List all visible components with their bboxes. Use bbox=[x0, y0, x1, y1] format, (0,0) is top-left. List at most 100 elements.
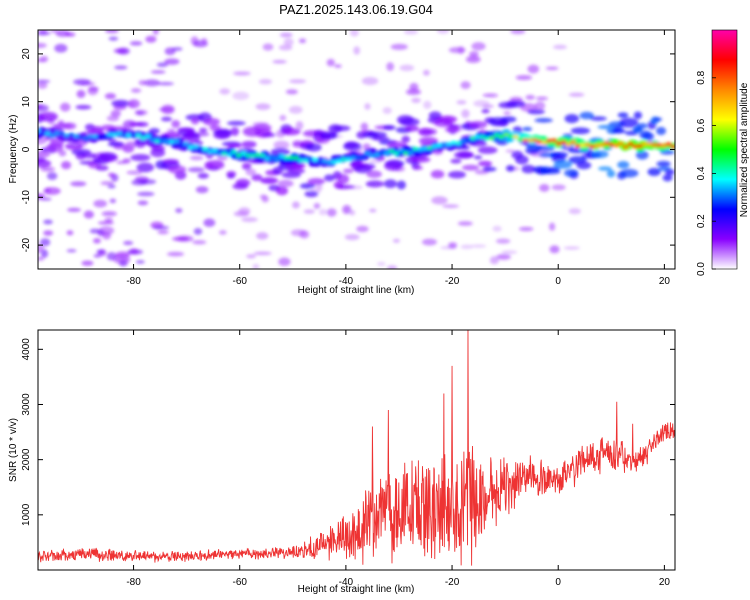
ridge-core bbox=[312, 157, 319, 162]
ridge-core bbox=[531, 138, 538, 143]
background-speckle bbox=[460, 244, 473, 250]
snr-series-line bbox=[38, 330, 675, 566]
ridge-halo bbox=[481, 108, 490, 114]
background-speckle bbox=[67, 207, 81, 213]
ridge-core bbox=[259, 153, 266, 158]
ridge-halo bbox=[448, 170, 466, 179]
background-speckle bbox=[436, 30, 450, 34]
background-speckle bbox=[253, 251, 272, 256]
ridge-halo bbox=[59, 102, 71, 112]
ridge-core bbox=[412, 147, 419, 151]
ridge-core bbox=[441, 143, 448, 147]
background-speckle bbox=[38, 193, 44, 201]
ridge-core bbox=[87, 134, 94, 139]
background-speckle bbox=[46, 172, 58, 180]
ridge-halo bbox=[171, 120, 181, 128]
ridge-halo bbox=[549, 151, 569, 158]
ridge-core bbox=[159, 139, 166, 143]
ridge-core bbox=[288, 155, 295, 160]
snr-y-tick-label: 4000 bbox=[21, 338, 32, 361]
ridge-halo bbox=[633, 111, 643, 120]
background-speckle bbox=[489, 256, 499, 265]
ridge-core bbox=[608, 142, 615, 147]
ridge-core bbox=[39, 132, 46, 137]
colorbar-label: Normalized spectral amplitude bbox=[739, 82, 750, 217]
spectrogram-y-tick-label: 0 bbox=[21, 146, 32, 152]
ridge-core bbox=[269, 155, 276, 160]
background-speckle bbox=[539, 183, 550, 192]
snr-y-tick-label: 2000 bbox=[21, 448, 32, 471]
ridge-core bbox=[431, 144, 438, 149]
ridge-core bbox=[536, 139, 543, 144]
ridge-core bbox=[527, 138, 534, 143]
ridge-core bbox=[369, 154, 376, 158]
background-speckle bbox=[38, 256, 44, 261]
ridge-core bbox=[292, 156, 299, 160]
background-speckle bbox=[70, 181, 87, 187]
background-speckle bbox=[66, 230, 74, 236]
ridge-core bbox=[283, 156, 290, 160]
ridge-halo bbox=[591, 150, 609, 159]
background-speckle bbox=[143, 79, 160, 87]
ridge-core bbox=[570, 140, 577, 145]
ridge-halo bbox=[501, 116, 517, 123]
background-speckle bbox=[83, 210, 95, 219]
background-speckle bbox=[482, 104, 495, 108]
ridge-core bbox=[173, 139, 180, 144]
background-speckle bbox=[278, 257, 291, 267]
ridge-halo bbox=[38, 150, 51, 158]
ridge-core bbox=[450, 140, 457, 145]
background-speckle bbox=[189, 155, 204, 161]
ridge-halo bbox=[461, 145, 470, 150]
background-speckle bbox=[422, 69, 430, 76]
background-speckle bbox=[277, 179, 294, 188]
ridge-halo bbox=[127, 99, 140, 109]
background-speckle bbox=[54, 43, 68, 53]
background-speckle bbox=[334, 64, 342, 68]
spectrogram-axes: -80 -60 -40 -20 0 20 -20 -10 0 10 20 bbox=[21, 30, 675, 287]
spectrogram-x-axis-label: Height of straight line (km) bbox=[298, 285, 415, 296]
background-speckle bbox=[515, 75, 533, 81]
ridge-halo bbox=[457, 151, 474, 159]
background-speckle bbox=[187, 167, 205, 173]
ridge-halo bbox=[461, 164, 480, 171]
ridge-core bbox=[374, 152, 381, 157]
ridge-core bbox=[125, 133, 132, 138]
ridge-halo bbox=[65, 142, 83, 151]
ridge-core bbox=[82, 136, 89, 141]
ridge-core bbox=[97, 134, 104, 139]
ridge-core bbox=[632, 144, 639, 149]
background-speckle bbox=[40, 249, 49, 258]
background-speckle bbox=[390, 43, 408, 50]
spectrogram-x-tick-label: 20 bbox=[659, 276, 671, 287]
ridge-core bbox=[240, 151, 247, 156]
spectrogram-y-tick-label: -20 bbox=[21, 237, 32, 252]
ridge-halo bbox=[647, 167, 661, 177]
ridge-halo bbox=[307, 177, 326, 185]
ridge-halo bbox=[125, 141, 137, 149]
background-speckle bbox=[295, 120, 304, 130]
spectrogram-x-tick-label: -20 bbox=[445, 276, 460, 287]
background-speckle bbox=[534, 101, 546, 111]
ridge-halo bbox=[251, 174, 263, 182]
background-speckle bbox=[362, 143, 371, 151]
ridge-core bbox=[178, 143, 185, 148]
ridge-halo bbox=[299, 183, 316, 189]
ridge-core bbox=[345, 157, 352, 162]
ridge-core bbox=[555, 141, 562, 146]
background-speckle bbox=[527, 64, 540, 74]
colorbar: 0.0 0.2 0.4 0.6 0.8 Normalized spectral ampl… bbox=[696, 29, 750, 276]
background-speckle bbox=[278, 44, 293, 51]
background-speckle bbox=[66, 249, 77, 253]
spectrogram-y-tick-label: 20 bbox=[21, 48, 32, 60]
ridge-halo bbox=[136, 162, 155, 173]
ridge-core bbox=[278, 154, 285, 159]
background-speckle bbox=[219, 230, 227, 235]
snr-y-axis-label: SNR (10 * v/v) bbox=[8, 418, 19, 482]
ridge-core bbox=[111, 132, 118, 137]
ridge-halo bbox=[288, 168, 306, 174]
ridge-core bbox=[77, 136, 84, 140]
ridge-halo bbox=[226, 120, 246, 126]
ridge-halo bbox=[642, 132, 655, 140]
snr-y-tick-label: 3000 bbox=[21, 393, 32, 416]
